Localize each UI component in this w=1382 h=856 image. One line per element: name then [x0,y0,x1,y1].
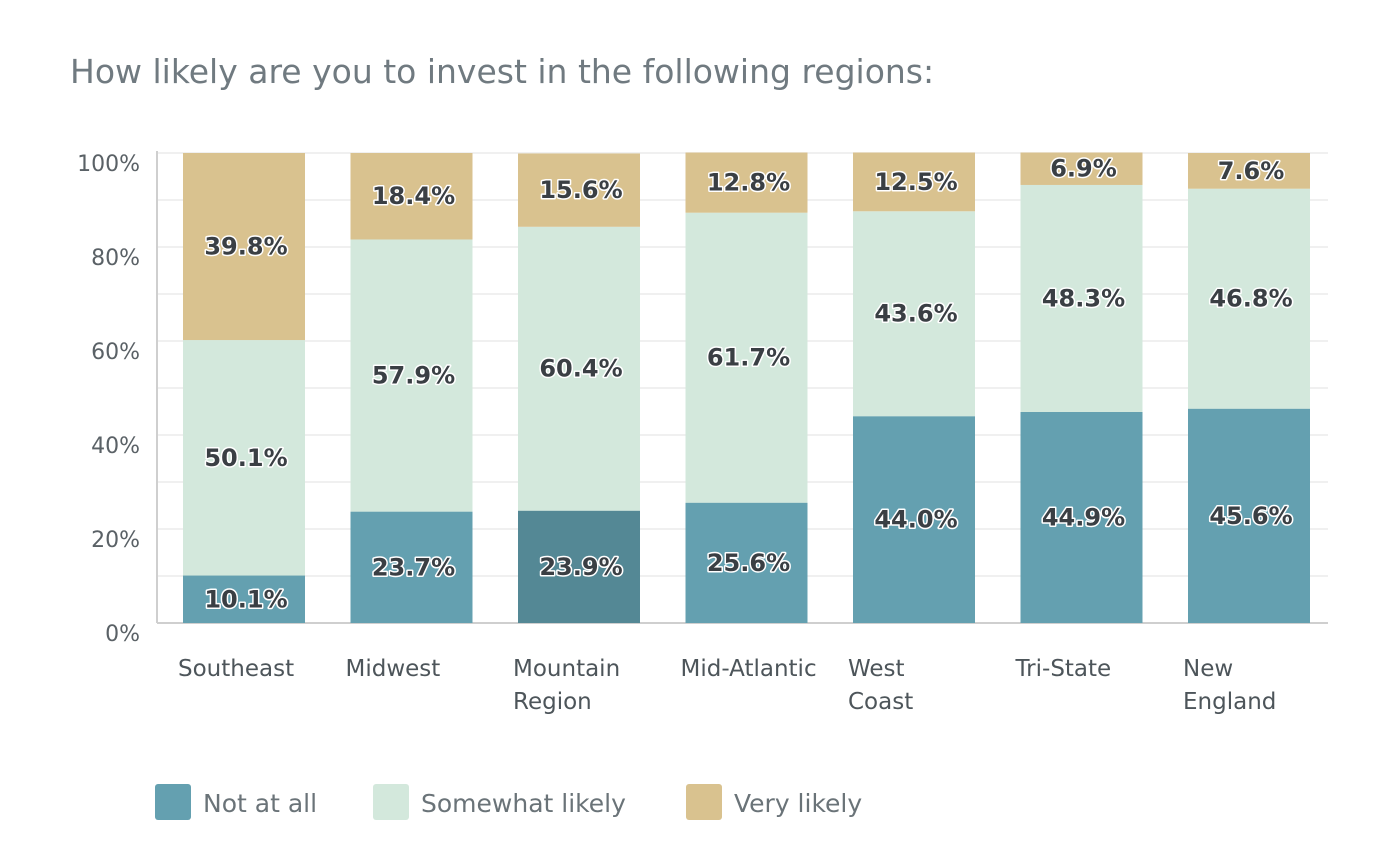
bar-segment [1188,408,1310,623]
bar-segment [350,239,473,512]
data-label: 61.7% [707,344,790,372]
data-label: 10.1% [204,585,287,613]
bar-segment [518,153,640,227]
chart-title: How likely are you to invest in the foll… [70,52,935,91]
data-label: 45.6% [1209,502,1292,530]
data-label: 48.3% [1042,284,1125,312]
y-tick-label: 60% [91,340,140,365]
category-label: New England [1183,656,1276,715]
bar-segment [685,502,808,623]
bar-segment [183,575,305,623]
bar-segment [350,153,473,240]
legend-label: Very likely [734,789,862,818]
bar-segment [1020,184,1143,412]
category-label: Southeast [178,656,294,682]
bar-segment [183,153,305,341]
y-tick-label: 40% [91,434,140,459]
bar-segment [853,416,975,623]
category-label: Tri-State [1015,656,1112,682]
data-label: 44.9% [1042,503,1125,531]
data-label: 43.6% [874,300,957,328]
category-label: Mid-Atlantic [681,656,817,682]
bar-segment [183,340,305,576]
data-label: 46.8% [1209,285,1292,313]
data-label: 60.4% [539,355,622,383]
data-label: 7.6% [1218,157,1285,185]
data-label: 50.1% [204,444,287,472]
category-label: West Coast [848,656,913,715]
legend-label: Somewhat likely [421,789,626,818]
bar-segment [1020,411,1143,623]
bar-segment [853,211,975,417]
data-label: 12.5% [874,168,957,196]
bar-segment [518,226,640,511]
bar-segment [1020,152,1143,185]
bars [183,152,1310,623]
data-label: 25.6% [707,549,790,577]
legend-swatch [373,784,409,820]
data-label: 15.6% [539,176,622,204]
legend-label: Not at all [203,789,317,818]
bar-segment [685,212,808,503]
bar-segment [518,510,640,623]
y-tick-label: 20% [91,528,140,553]
y-tick-label: 80% [91,246,140,271]
bar-segment [1188,188,1310,409]
data-label: 23.7% [372,553,455,581]
category-label: Mountain Region [513,656,620,715]
data-labels: 10.1% 50.1% 39.8% 23.7% 57.9% 18.4% 23.9% 60.4%… [203,153,1294,615]
data-label: 12.8% [707,169,790,197]
data-label: 44.0% [874,506,957,534]
bar-segment [853,152,975,212]
bar-segment [1188,153,1310,189]
category-labels: Southeast Midwest Mountain Region Mid-Atlant… [178,656,1276,715]
y-tick-label: 0% [105,622,140,647]
category-label: Midwest [346,656,441,682]
data-label: 23.9% [539,553,622,581]
legend-swatch [155,784,191,820]
legend-swatch [686,784,722,820]
data-label: 57.9% [372,362,455,390]
y-tick-label: 100% [77,152,140,177]
bar-segment [685,152,808,213]
bar-segment [350,511,473,623]
data-label: 39.8% [204,233,287,261]
data-label: 6.9% [1050,155,1117,183]
data-label: 18.4% [372,182,455,210]
legend: Not at all Somewhat likely Very likely [155,784,862,820]
